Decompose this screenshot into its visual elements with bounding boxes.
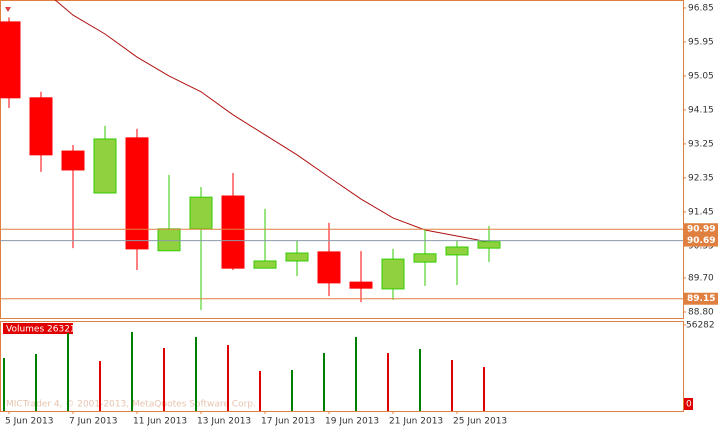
level-label-bg — [684, 223, 718, 236]
candle-body — [285, 252, 309, 262]
y-tick-label: 91.45 — [688, 207, 714, 217]
candle-body — [189, 196, 213, 230]
candle-body — [29, 97, 53, 156]
x-tick-label: 21 Jun 2013 — [389, 417, 443, 427]
volume-panel — [0, 321, 684, 412]
volume-bar — [35, 353, 37, 411]
volume-bar — [419, 348, 421, 411]
volume-bar — [227, 344, 229, 411]
volume-tick-bg — [684, 398, 693, 410]
candle-body — [125, 137, 149, 250]
y-tick-label: 88.80 — [688, 307, 714, 317]
candle-body — [445, 246, 469, 256]
candle-body — [413, 253, 437, 263]
candle-body — [317, 251, 341, 284]
volume-title-bg — [3, 323, 73, 334]
candle-body — [381, 258, 405, 290]
y-tick-label: 95.95 — [688, 37, 714, 47]
x-tick-label: 5 Jun 2013 — [5, 417, 53, 427]
candle-body — [93, 138, 117, 194]
volume-bar — [323, 352, 325, 411]
x-tick-label: 19 Jun 2013 — [325, 417, 379, 427]
x-tick-label: 17 Jun 2013 — [261, 417, 315, 427]
y-tick-label: 93.25 — [688, 139, 714, 149]
volume-bar — [67, 332, 69, 411]
volume-bar — [163, 347, 165, 411]
level-label-bg — [684, 234, 718, 247]
watermark: MICTrader 4, © 2001-2013, MetaQuotes Sof… — [6, 400, 256, 410]
volume-bar — [259, 371, 261, 411]
volume-title: Volumes 26321 — [6, 325, 76, 335]
volume-bar — [131, 331, 133, 411]
volume-bar — [355, 336, 357, 411]
candle-body — [0, 21, 21, 99]
volume-bar — [483, 367, 485, 411]
volume-tick-label: 56282 — [686, 321, 715, 331]
volume-bar — [3, 357, 5, 411]
volume-bar — [99, 360, 101, 411]
shift-marker — [5, 7, 11, 12]
candle-body — [61, 150, 85, 171]
volume-bar — [387, 352, 389, 411]
y-tick-label: 94.15 — [688, 105, 714, 115]
level-label: 90.69 — [687, 236, 715, 246]
x-tick-label: 25 Jun 2013 — [453, 417, 507, 427]
y-tick-label: 95.05 — [688, 71, 714, 81]
x-tick-label: 7 Jun 2013 — [69, 417, 117, 427]
level-label: 90.99 — [687, 225, 715, 235]
level-label: 89.15 — [687, 294, 715, 304]
volume-tick-label: 0 — [686, 400, 692, 410]
y-tick-label: 96.85 — [688, 3, 714, 13]
x-tick-label: 13 Jun 2013 — [197, 417, 251, 427]
candle-body — [253, 260, 277, 269]
level-label-bg — [684, 292, 718, 305]
y-tick-label: 89.70 — [688, 273, 714, 283]
candle-body — [221, 195, 245, 269]
candle-body — [349, 281, 373, 289]
x-tick-label: 11 Jun 2013 — [133, 417, 187, 427]
volume-bar — [291, 369, 293, 411]
candle-body — [157, 228, 181, 252]
candle-body — [477, 241, 501, 249]
volume-bar — [451, 359, 453, 411]
y-tick-label: 92.35 — [688, 173, 714, 183]
moving-average — [54, 0, 490, 243]
volume-bar — [195, 336, 197, 411]
